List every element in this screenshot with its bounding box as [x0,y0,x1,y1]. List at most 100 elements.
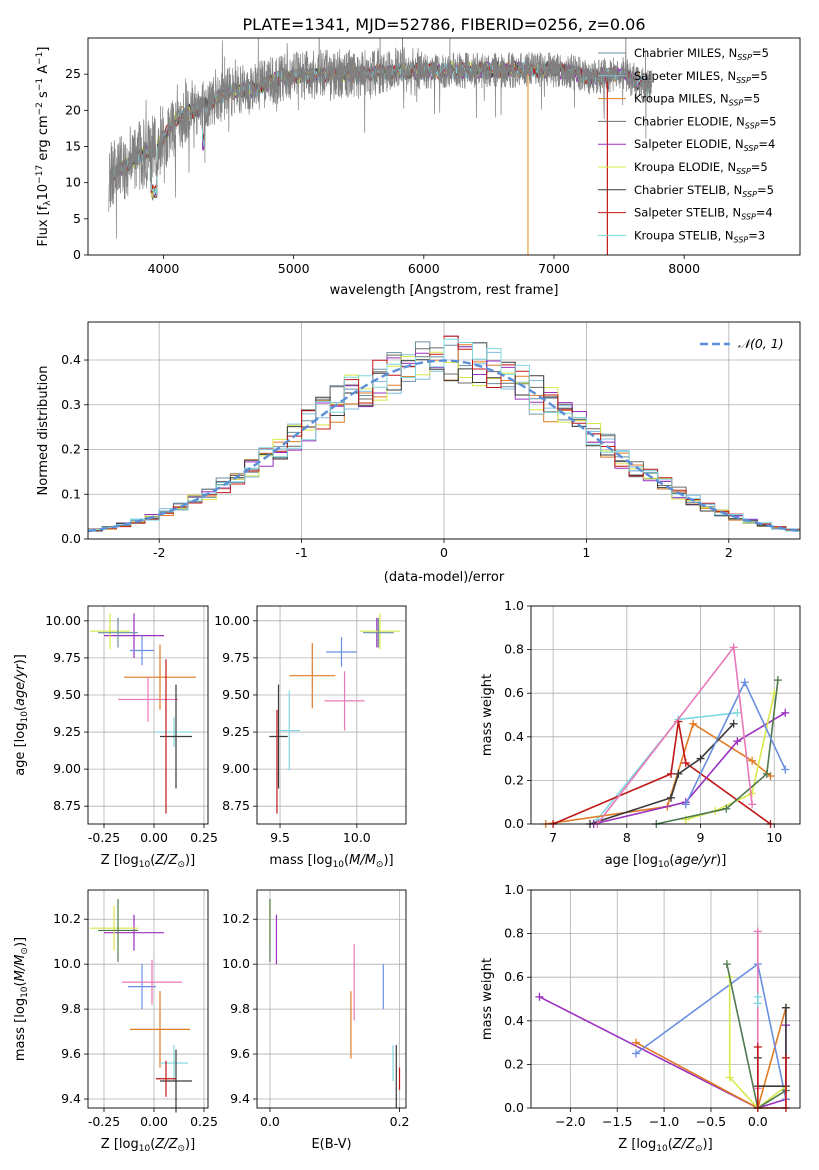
x-tick-label: −2.0 [555,1114,585,1129]
y-tick-label: 0.1 [61,486,81,501]
y-tick-label: 0.2 [504,772,524,787]
y-axis-label-part: 10 [20,711,30,723]
y-tick-label: 10.0 [53,956,81,971]
axes-frame [256,605,407,825]
y-tick-label: 20 [65,102,81,117]
x-axis-label-part: mass [ [269,853,312,868]
y-axis-label-part: ( [13,706,28,711]
x-axis-label-part: Z [ [101,853,119,868]
legend-label-part: Chabrier ELODIE, N [634,114,745,128]
legend-label-part: =5 [743,92,760,106]
y-tick-label: 9.50 [53,687,81,702]
legend-label-part: SSP [742,190,757,199]
y-axis-label-part: −2 [35,102,45,115]
x-tick-label: 8000 [668,261,700,276]
legend-label-part: SSP [736,76,751,85]
legend-label-part: Salpeter ELODIE, N [634,137,744,151]
legend-label: Kroupa MILES, NSSP=5 [634,92,760,108]
x-tick-label: 9.5 [270,830,290,845]
panel-mass_vs_Z: -0.25 0.00 0.259.49.69.810.010.2Z [log10(Z… [13,889,218,1154]
y-tick-label: 8.75 [222,798,250,813]
y-axis-label-part: age/yr [13,663,28,706]
x-tick-label: 7000 [538,261,570,276]
y-tick-label: 10.0 [222,956,250,971]
axes-frame [87,321,801,540]
panel-residuals: -2 -1 0 1 2 0.0 0.1 0.2 0.3 0.4 𝒩(0, 1) (data-model… [36,321,801,585]
y-tick-label: 9.4 [61,1091,81,1106]
x-axis-label-part: ⊙ [376,860,384,870]
x-axis-label-part: )] [703,1137,713,1152]
legend-label-part: =4 [758,137,775,151]
x-tick-label: -0.25 [88,830,120,845]
spectrum-data-line [108,38,652,239]
y-tick-label: 1.0 [504,882,524,897]
panel-age_vs_Z: -0.25 0.00 0.25 8.75 9.00 9.25 9.50 9.75 10.00 Z … [13,605,218,870]
legend-label-part: Salpeter MILES, N [634,69,736,83]
y-tick-label: 9.4 [230,1091,250,1106]
y-axis-label-part: −17 [35,165,45,184]
x-tick-label: 7 [549,830,557,845]
x-axis-label-part: Z [ [101,1137,119,1152]
x-axis-label-part: ⊙ [177,1144,185,1154]
y-tick-label: 0.0 [504,1100,524,1115]
y-axis-label: Normed distribution [36,366,51,496]
y-tick-label: 0.4 [504,729,524,744]
y-tick-label: 15 [65,139,81,154]
x-axis-label-part: ( [150,1137,155,1152]
x-axis-label-part: M/M [349,853,376,868]
y-axis-label-part: mass weight [480,958,495,1040]
y-tick-label: 9.6 [230,1046,250,1061]
y-tick-label: 5 [73,211,81,226]
legend-label-part: =5 [751,160,768,174]
y-axis-label-part: )] [13,937,28,947]
x-axis-label-part: 10 [656,1144,668,1154]
x-tick-label: 8 [623,830,631,845]
y-tick-label: 9.75 [53,650,81,665]
x-axis-label-part: 10 [333,860,345,870]
y-tick-label: 0.0 [61,531,81,546]
legend-label: Salpeter MILES, NSSP=5 [634,69,768,85]
legend-label: Salpeter STELIB, NSSP=4 [634,206,773,222]
axes-frame [87,605,209,825]
x-axis-label-part: wavelength [Angstrom, rest frame] [330,283,559,298]
y-axis-label-part: λ [43,200,53,206]
weight-line [656,680,779,825]
y-axis-label-part: log [13,998,28,1018]
x-axis-label-part: age/yr [674,853,717,868]
y-tick-label: 9.00 [222,761,250,776]
y-axis-label: mass weight [480,674,495,756]
x-tick-label: -0.25 [88,1114,120,1129]
panel-weight_vs_Z: −2.0 −1.5 −1.0 −0.5 0.0 0.0 0.2 0.4 0.6 0.8 1.0 Z [… [480,882,801,1154]
legend-label-part: =5 [757,183,774,197]
x-tick-label: -1 [295,545,307,560]
legend-label-part: Kroupa MILES, N [634,92,729,106]
legend-label-part: Chabrier STELIB, N [634,183,742,197]
x-axis-label-part: )] [383,853,393,868]
y-tick-label: 0.8 [504,926,524,941]
legend-label: Chabrier MILES, NSSP=5 [634,46,769,62]
y-axis-label: mass weight [480,958,495,1040]
x-axis-label-part: )] [716,853,726,868]
y-tick-label: 9.50 [222,687,250,702]
y-axis-label: mass [log10(M/M⊙)] [13,937,30,1061]
y-tick-label: 10.00 [214,613,250,628]
y-axis-label-part: )] [13,654,28,664]
y-axis-label-part: M/M [13,955,28,982]
x-axis-label-part: ( [668,1137,673,1152]
x-tick-label: 0.2 [390,1114,410,1129]
weight-line [728,977,787,1110]
x-axis-label-part: log [119,1137,139,1152]
legend-label-part: SSP [734,235,749,244]
y-tick-label: 1.0 [504,598,524,613]
y-tick-label: 9.8 [230,1001,250,1016]
panel-age_vs_mass: 9.5 10.0 8.75 9.00 9.25 9.50 9.75 10.00 mass [lo… [214,605,407,870]
x-axis-label-part: Z/Z [154,1137,178,1152]
axes-frame [87,889,209,1109]
y-tick-label: 9.6 [61,1046,81,1061]
legend-label: Salpeter ELODIE, NSSP=4 [634,137,775,153]
legend-label: Kroupa STELIB, NSSP=3 [634,228,765,244]
x-tick-label: 10.0 [343,830,371,845]
x-axis-label-part: E(B-V) [311,1137,351,1152]
